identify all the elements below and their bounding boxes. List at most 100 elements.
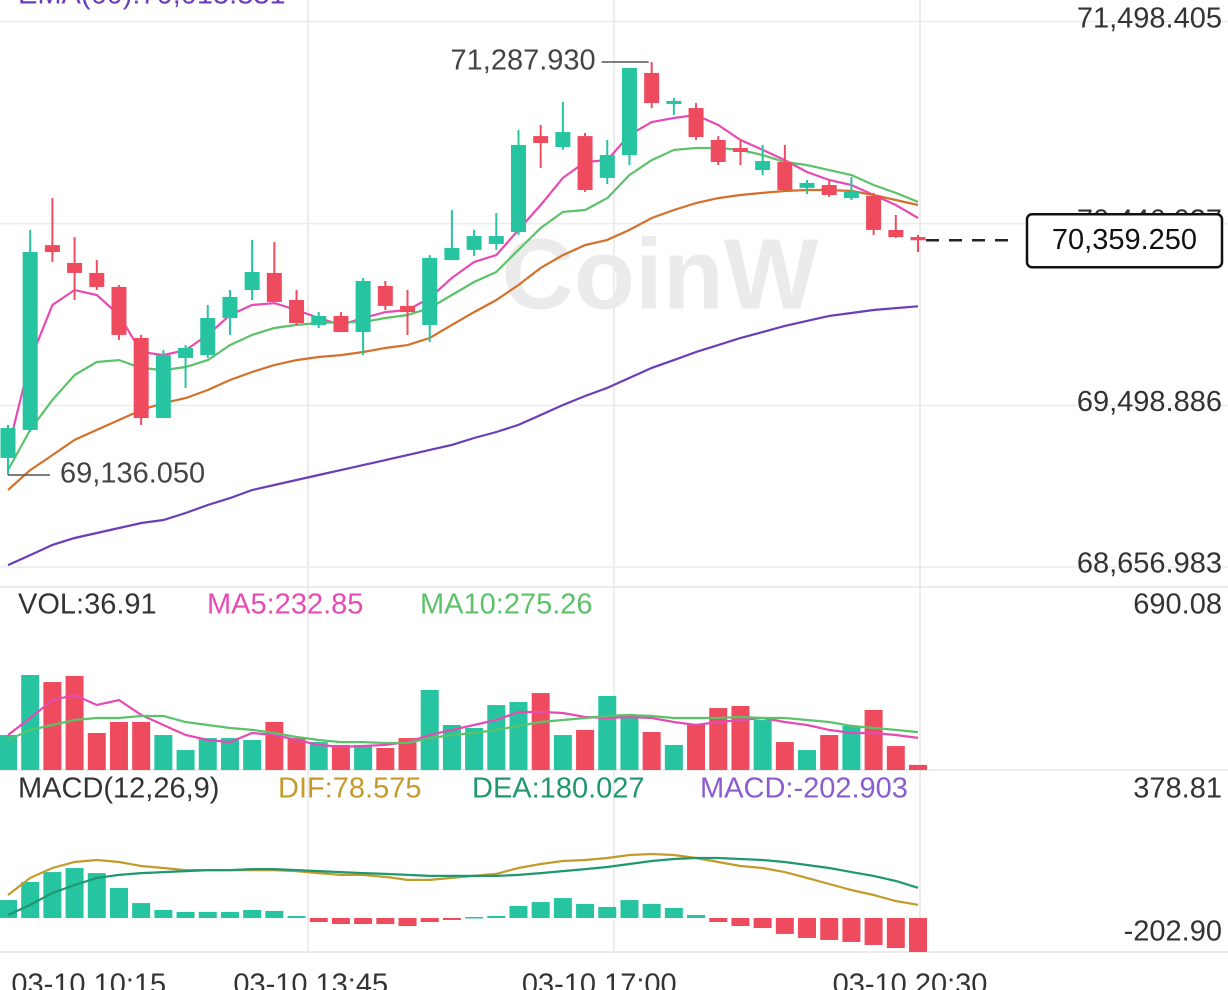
candle-body [777,161,793,191]
candle-body [178,347,194,358]
volume-bar [309,742,328,770]
x-tick-label: 03-10 17:00 [522,969,677,990]
macd-bar [176,911,195,918]
candle-body [666,100,682,105]
candle-body [510,144,526,233]
macd-bar [798,917,817,938]
legend-label: DEA:180.027 [472,773,645,805]
candle-body [821,185,837,196]
macd-bar [687,914,706,918]
volume-bar [886,746,905,770]
ma-line [7,713,919,745]
candle-body [688,108,704,138]
candle-body [266,272,282,302]
volume-bar [287,738,306,770]
candle-body [710,139,726,162]
macd-bar [664,907,683,918]
candle-body [355,280,371,333]
volume-bar [531,693,550,770]
volume-bar [687,724,706,770]
volume-bar [842,725,861,770]
annotation-label: 71,287.930 [451,45,596,77]
volume-bar [376,747,395,770]
macd-bar [65,868,84,918]
annotation-label: 69,136.050 [60,458,205,490]
legend-label: DIF:78.575 [278,773,421,805]
macd-bar [753,917,772,929]
macd-bar [886,917,905,948]
y-tick-label: 69,498.886 [1077,386,1222,418]
macd-bar [598,906,617,918]
volume-bar [243,739,262,770]
candle-body [488,236,504,244]
macd-bar [109,887,128,918]
volume-bar [553,735,572,770]
volume-bar [132,721,151,770]
macd-bar [243,909,262,918]
candle-body [67,262,83,273]
volume-bar [664,744,683,770]
candle-body [732,147,748,153]
y-tick-label: 378.81 [1133,773,1222,805]
volume-bar [331,744,350,770]
macd-bar [620,900,639,918]
candle-body [444,247,460,261]
candle-body [222,296,238,319]
macd-bar [154,909,173,918]
volume-bar [198,738,217,770]
macd-bar [509,905,528,918]
macd-bar [820,917,839,940]
macd-bar [287,915,306,918]
macd-bar [909,917,927,953]
legend-label: MA5:232.85 [207,589,363,621]
legend-label: MACD:-202.903 [700,773,908,805]
macd-bar [309,917,328,923]
candle-body [466,236,482,250]
macd-bar [21,881,40,918]
volume-bar [731,705,750,770]
volume-bar [65,675,84,770]
candle-body [400,305,416,313]
macd-bar [265,910,284,918]
candle-body [843,191,859,199]
volume-bar [176,750,195,770]
candle-body [621,67,637,156]
volume-bar [354,744,373,770]
candle-body [289,299,305,324]
macd-bar [43,872,62,918]
volume-bar [0,735,17,770]
volume-bar [154,735,173,770]
volume-bar [509,701,528,770]
macd-bar [864,917,883,945]
volume-bar [109,721,128,770]
candle-body [333,315,349,333]
candle-body [200,318,216,356]
candle-body [111,286,127,335]
macd-bar [731,917,750,927]
volume-bar [265,721,284,770]
volume-bar [620,714,639,770]
x-tick-label: 03-10 13:45 [233,969,388,990]
macd-bar [354,917,373,925]
macd-bar [420,917,439,923]
candle-body [555,132,571,148]
candle-body [888,229,904,238]
legend-label: EMA(60):70,015.331 [18,0,286,11]
volume-bar [864,709,883,770]
volume-bar [798,750,817,770]
volume-bar [487,705,506,770]
candle-body [155,355,171,419]
macd-bar [465,916,484,919]
volume-bar [598,695,617,770]
macd-bar [775,917,794,934]
macd-bar [842,917,861,942]
volume-bar [820,735,839,770]
candle-body [311,315,327,325]
volume-bar [642,732,661,770]
macd-bar [398,917,417,927]
volume-bar [753,720,772,770]
macd-bar [331,917,350,925]
macd-bar [709,917,728,923]
y-tick-label: 68,656.983 [1077,548,1222,580]
